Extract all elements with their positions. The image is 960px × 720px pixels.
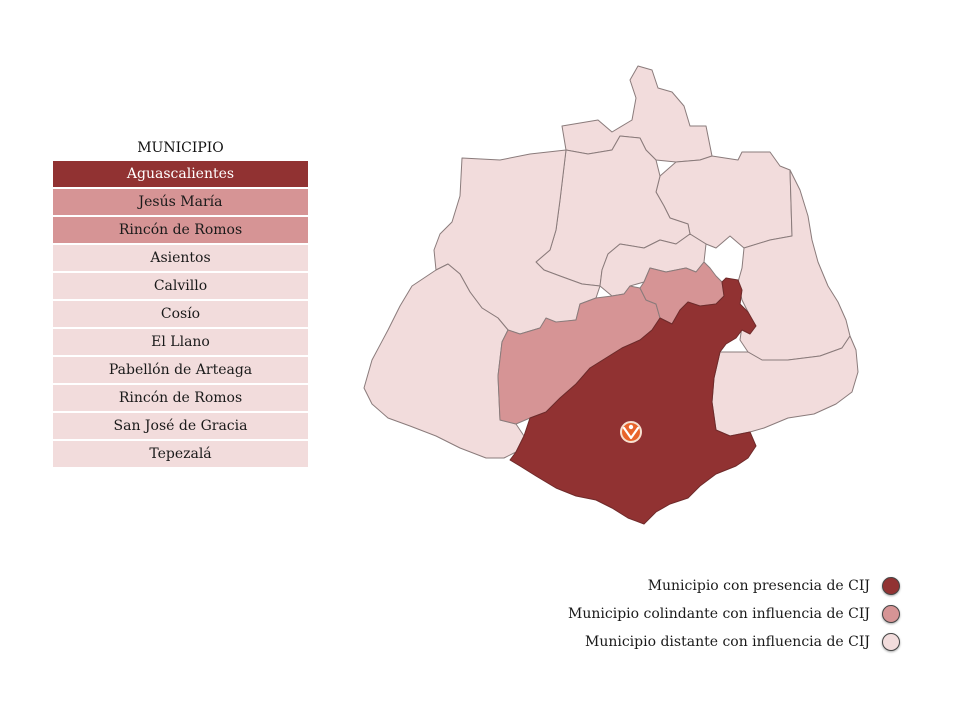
table-row: El Llano bbox=[53, 328, 308, 356]
cij-logo-icon[interactable] bbox=[620, 421, 642, 443]
table-rows: Aguascalientes Jesús María Rincón de Romos… bbox=[53, 160, 308, 468]
table-row: Calvillo bbox=[53, 272, 308, 300]
map-municipality-aguascalientes[interactable] bbox=[509, 277, 757, 525]
table-row: Rincón de Romos bbox=[53, 384, 308, 412]
table-header: MUNICIPIO bbox=[137, 140, 224, 156]
legend-item: Municipio distante con influencia de CIJ bbox=[380, 628, 900, 656]
legend-swatch-distant bbox=[882, 633, 900, 651]
legend-item: Municipio con presencia de CIJ bbox=[380, 572, 900, 600]
adjacent-municipalities bbox=[497, 261, 725, 425]
presence-municipalities bbox=[509, 277, 757, 525]
municipality-table: MUNICIPIO Aguascalientes Jesús María Rincó… bbox=[53, 136, 308, 468]
legend-label: Municipio distante con influencia de CIJ bbox=[584, 634, 870, 650]
table-row: San José de Gracia bbox=[53, 412, 308, 440]
table-row: Rincón de Romos bbox=[53, 216, 308, 244]
legend-swatch-presence bbox=[882, 577, 900, 595]
legend-label: Municipio colindante con influencia de C… bbox=[568, 606, 870, 622]
distant-municipalities bbox=[363, 65, 859, 459]
legend-item: Municipio colindante con influencia de C… bbox=[380, 600, 900, 628]
table-row: Jesús María bbox=[53, 188, 308, 216]
table-row: Tepezalá bbox=[53, 440, 308, 468]
table-row: Pabellón de Arteaga bbox=[53, 356, 308, 384]
legend-swatch-adjacent bbox=[882, 605, 900, 623]
table-row: Aguascalientes bbox=[53, 160, 308, 188]
legend-label: Municipio con presencia de CIJ bbox=[647, 578, 870, 594]
table-row: Cosío bbox=[53, 300, 308, 328]
map-municipality-calvillo[interactable] bbox=[363, 263, 525, 459]
map-legend: Municipio con presencia de CIJ Municipio … bbox=[380, 572, 900, 656]
table-row: Asientos bbox=[53, 244, 308, 272]
